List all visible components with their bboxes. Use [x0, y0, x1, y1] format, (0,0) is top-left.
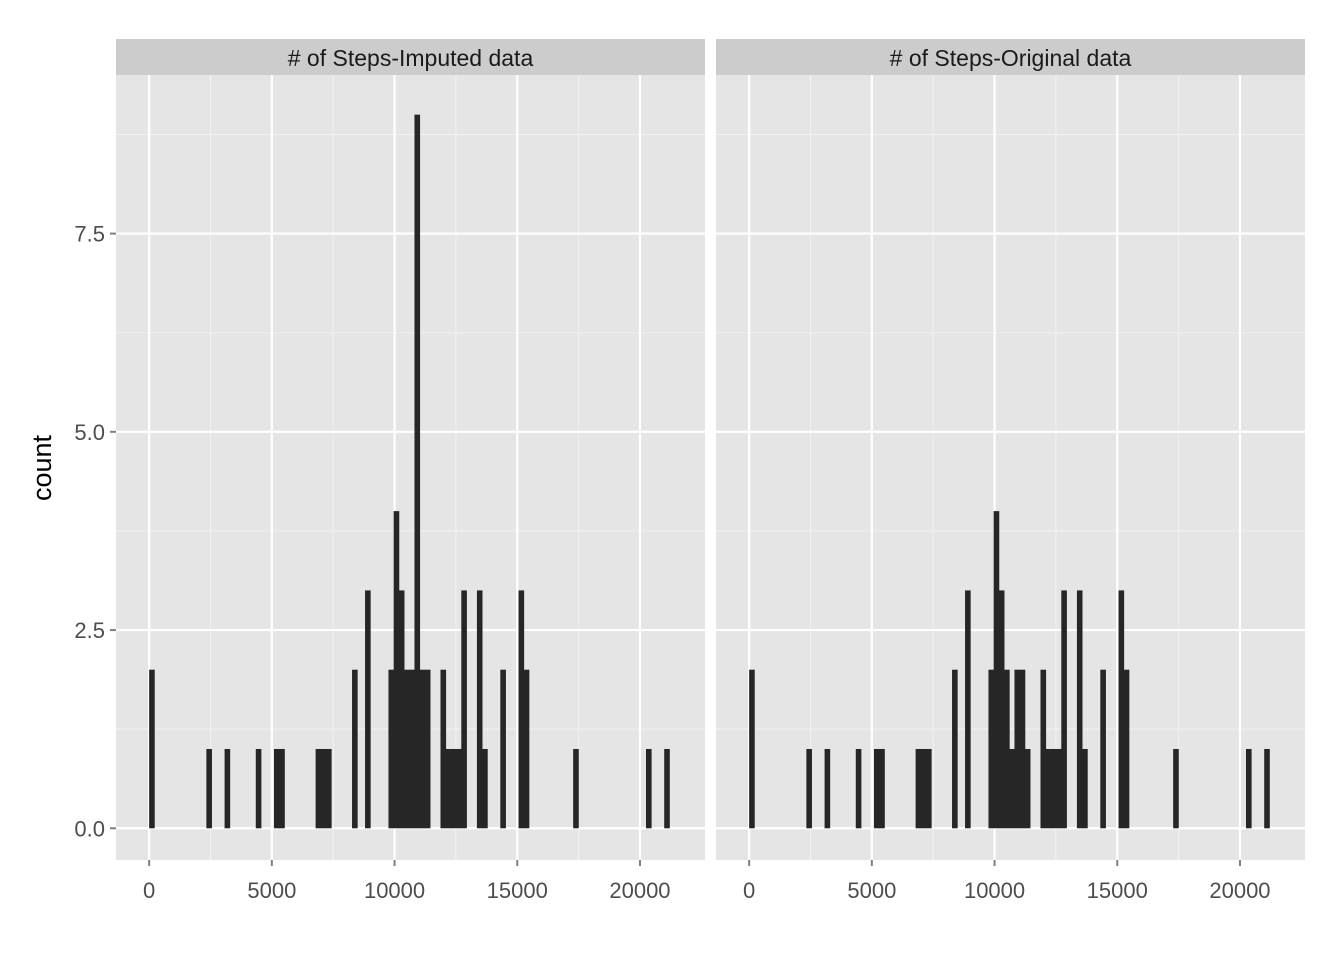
x-tick-label: 10000 [964, 878, 1025, 903]
histogram-bar [461, 590, 467, 829]
histogram-bar [365, 590, 371, 829]
histogram-bar [915, 748, 922, 829]
histogram-bar [749, 669, 755, 829]
histogram-bar [255, 748, 262, 829]
histogram-bar [273, 748, 280, 829]
histogram-bar [965, 590, 971, 829]
histogram-bar [879, 748, 885, 829]
facet-strip-label: # of Steps-Imputed data [288, 45, 534, 71]
x-tick-label: 0 [743, 878, 755, 903]
histogram-bar [404, 669, 410, 829]
histogram-bar [320, 748, 327, 829]
histogram-bar [279, 748, 285, 829]
histogram-bar [952, 669, 958, 829]
histogram-bar [1264, 748, 1270, 829]
x-tick-label: 15000 [1087, 878, 1148, 903]
histogram-bar [1246, 748, 1252, 829]
histogram-bar [573, 748, 579, 829]
histogram-bar [1045, 748, 1052, 829]
histogram-bar [326, 748, 332, 829]
histogram-bar [988, 669, 995, 829]
histogram-bar [1061, 590, 1067, 829]
histogram-bar [646, 748, 652, 829]
histogram-bar [352, 669, 358, 829]
histogram-bar [476, 590, 483, 829]
histogram-bar [1050, 748, 1057, 829]
x-tick-label: 5000 [847, 878, 896, 903]
y-tick-label: 2.5 [74, 618, 105, 643]
facet-panel-1: # of Steps-Imputed data 0 5000 10000 15000 20… [116, 39, 705, 903]
facet-strip-background [116, 39, 705, 75]
histogram-bar [1118, 590, 1125, 829]
histogram-bar [388, 669, 395, 829]
y-tick-label: 5.0 [74, 420, 105, 445]
histogram-bar [518, 590, 525, 829]
histogram-bar [1019, 669, 1026, 829]
facet-strip-label: # of Steps-Original data [890, 45, 1132, 71]
x-tick-label: 10000 [364, 878, 425, 903]
panel-background [716, 75, 1305, 860]
x-tick-label: 0 [143, 878, 155, 903]
histogram-bar [873, 748, 880, 829]
histogram-bar [456, 748, 462, 829]
histogram-bar [224, 748, 231, 829]
histogram-bar [998, 590, 1005, 829]
histogram-bar [414, 114, 421, 829]
histogram-bar [409, 669, 415, 829]
histogram-bar [523, 669, 530, 829]
histogram-bar [440, 669, 447, 829]
x-tick-label: 20000 [609, 878, 670, 903]
histogram-bar [1040, 669, 1047, 829]
histogram-bar [482, 748, 488, 829]
y-tick-label: 7.5 [74, 222, 105, 247]
histogram-bar [993, 511, 1000, 829]
histogram-bar [920, 748, 927, 829]
histogram-bar [419, 669, 426, 829]
facet-panels: # of Steps-Imputed data 0 5000 10000 15000 20… [116, 39, 1305, 903]
histogram-bar [424, 669, 431, 829]
histogram-bar [1009, 748, 1015, 829]
histogram-bar [1056, 748, 1062, 829]
histogram-bar [855, 748, 862, 829]
y-axis-title: count [27, 434, 57, 501]
histogram-bar [149, 669, 155, 829]
histogram-bar [450, 748, 457, 829]
histogram-bar [398, 590, 405, 829]
histogram-bar [315, 748, 322, 829]
y-axis: 0.0 2.5 5.0 7.5 [74, 222, 116, 841]
histogram-bar [1024, 748, 1031, 829]
y-tick-label: 0.0 [74, 816, 105, 841]
histogram-bar [1014, 669, 1021, 829]
histogram-bar [500, 669, 506, 829]
histogram-bar [926, 748, 932, 829]
histogram-bar [1076, 590, 1083, 829]
x-tick-label: 15000 [487, 878, 548, 903]
histogram-bar [664, 748, 670, 829]
histogram-bar [1100, 669, 1106, 829]
facet-panel-2: # of Steps-Original data 0 5000 10000 15000 2… [716, 39, 1305, 903]
histogram-bar [445, 748, 452, 829]
facet-strip-background [716, 39, 1305, 75]
x-tick-label: 20000 [1209, 878, 1270, 903]
histogram-bar [806, 748, 812, 829]
histogram-bar [824, 748, 831, 829]
histogram-bar [206, 748, 212, 829]
histogram-bar [1082, 748, 1088, 829]
histogram-bar [393, 511, 400, 829]
histogram-bar [1123, 669, 1130, 829]
histogram-bar [1173, 748, 1179, 829]
histogram-bar [1004, 669, 1010, 829]
x-tick-label: 5000 [247, 878, 296, 903]
